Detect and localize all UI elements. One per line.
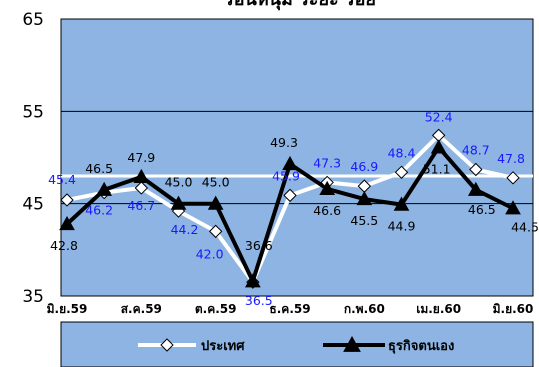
marker-diamond bbox=[469, 162, 483, 177]
marker-triangle bbox=[505, 200, 521, 215]
y-tick-label: 45 bbox=[22, 195, 44, 215]
marker-triangle bbox=[430, 139, 447, 154]
legend-label-ประเทศ: ประเทศ bbox=[201, 339, 245, 354]
y-axis-ticks: 35 45 55 65 bbox=[22, 10, 44, 307]
marker-diamond bbox=[134, 181, 149, 195]
data-label-ประเทศ: 46.2 bbox=[85, 203, 113, 218]
data-label-ประเทศ: 48.4 bbox=[388, 145, 416, 160]
x-tick-label: ต.ค.59 bbox=[195, 302, 237, 316]
legend-box bbox=[60, 321, 534, 367]
data-label-ประเทศ: 47.3 bbox=[313, 155, 341, 170]
y-tick-label: 65 bbox=[22, 10, 44, 30]
data-label-ธุรกิจตนเอง: 49.3 bbox=[270, 135, 298, 150]
y-tick-label: 35 bbox=[22, 287, 44, 307]
data-labels: 45.4 46.2 46.7 44.2 42.0 36.5 45.9 47.3 46.9 48.4… bbox=[48, 109, 539, 308]
data-label-ธุรกิจตนเอง: 36.6 bbox=[245, 238, 273, 253]
chart-title: ร้อนหนุ่ม ระยะ ร้อย bbox=[224, 0, 376, 11]
x-tick-label: ก.พ.60 bbox=[344, 302, 385, 316]
marker-triangle bbox=[393, 196, 410, 211]
marker-triangle bbox=[356, 191, 373, 206]
y-tick-label: 55 bbox=[22, 102, 44, 122]
marker-diamond bbox=[394, 165, 409, 179]
data-label-ประเทศ: 52.4 bbox=[425, 109, 453, 124]
data-label-ธุรกิจตนเอง: 51.1 bbox=[423, 161, 451, 176]
data-label-ธุรกิจตนเอง: 46.5 bbox=[468, 202, 496, 217]
data-label-ธุรกิจตนเอง: 44.9 bbox=[388, 219, 416, 234]
data-label-ธุรกิจตนเอง: 46.5 bbox=[85, 161, 113, 176]
x-tick-label: ธ.ค.59 bbox=[269, 302, 310, 316]
marker-triangle bbox=[207, 195, 224, 210]
data-label-ธุรกิจตนเอง: 44.5 bbox=[511, 219, 539, 234]
x-axis-ticks: มิ.ย.59 ส.ค.59 ต.ค.59 ธ.ค.59 ก.พ.60 เม.ย.60 มิ… bbox=[47, 302, 534, 316]
marker-diamond bbox=[283, 188, 297, 203]
legend-marker-diamond bbox=[160, 338, 174, 352]
marker-triangle bbox=[244, 273, 261, 288]
legend-label-ธุรกิจตนเอง: ธุรกิจตนเอง bbox=[388, 339, 454, 354]
data-label-ประเทศ: 46.7 bbox=[127, 198, 155, 213]
legend: ประเทศ ธุรกิจตนเอง bbox=[138, 335, 454, 354]
marker-triangle bbox=[319, 180, 336, 195]
data-label-ธุรกิจตนเอง: 47.9 bbox=[127, 150, 155, 165]
data-label-ธุรกิจตนเอง: 45.0 bbox=[202, 175, 230, 190]
x-tick-label: มิ.ย.59 bbox=[47, 302, 88, 316]
data-label-ประเทศ: 42.0 bbox=[196, 246, 224, 261]
data-label-ประเทศ: 46.9 bbox=[350, 159, 378, 174]
data-label-ประเทศ: 48.7 bbox=[462, 143, 490, 158]
marker-triangle bbox=[59, 215, 75, 231]
marker-diamond bbox=[208, 224, 223, 239]
data-label-ประเทศ: 36.5 bbox=[245, 293, 273, 308]
data-label-ประเทศ: 44.2 bbox=[171, 222, 199, 237]
data-label-ธุรกิจตนเอง: 42.8 bbox=[50, 238, 78, 253]
data-label-ประเทศ: 45.9 bbox=[272, 168, 300, 183]
marker-diamond bbox=[506, 171, 520, 185]
data-label-ธุรกิจตนเอง: 45.0 bbox=[165, 175, 193, 190]
data-label-ประเทศ: 45.4 bbox=[48, 172, 76, 187]
marker-triangle bbox=[282, 155, 298, 171]
data-label-ธุรกิจตนเอง: 46.6 bbox=[313, 203, 341, 218]
data-label-ประเทศ: 47.8 bbox=[497, 151, 525, 166]
data-label-ธุรกิจตนเอง: 45.5 bbox=[350, 213, 378, 228]
marker-triangle bbox=[170, 195, 187, 210]
marker-triangle bbox=[133, 168, 150, 183]
marker-triangle bbox=[96, 181, 113, 196]
x-tick-label: เม.ย.60 bbox=[416, 302, 461, 316]
marker-diamond bbox=[60, 193, 74, 207]
x-tick-label: ส.ค.59 bbox=[121, 302, 162, 316]
plot-area bbox=[60, 18, 534, 297]
x-tick-label: มิ.ย.60 bbox=[493, 302, 534, 316]
legend-marker-triangle bbox=[343, 335, 361, 352]
marker-triangle bbox=[467, 181, 484, 196]
series-markers bbox=[59, 128, 521, 289]
